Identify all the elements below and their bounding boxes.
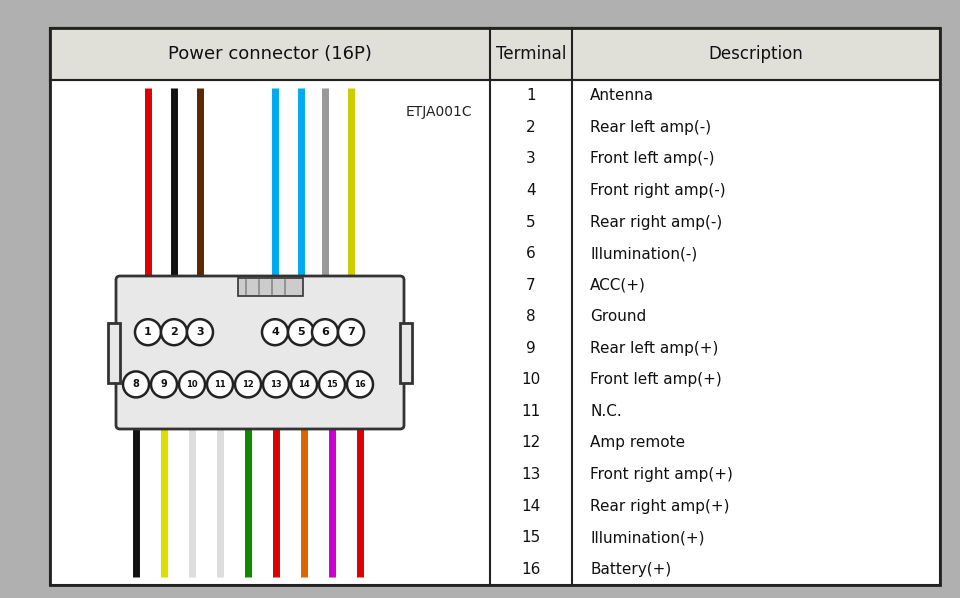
Text: Antenna: Antenna bbox=[590, 89, 654, 103]
Circle shape bbox=[179, 371, 205, 398]
Text: Rear right amp(-): Rear right amp(-) bbox=[590, 215, 722, 230]
Bar bbox=[237, 278, 302, 296]
Text: 6: 6 bbox=[526, 246, 536, 261]
Text: 1: 1 bbox=[526, 89, 536, 103]
Text: 7: 7 bbox=[526, 277, 536, 292]
Text: 11: 11 bbox=[521, 404, 540, 419]
Text: 2: 2 bbox=[526, 120, 536, 135]
Circle shape bbox=[312, 319, 338, 345]
Text: Amp remote: Amp remote bbox=[590, 435, 685, 450]
Text: 12: 12 bbox=[242, 380, 253, 389]
Circle shape bbox=[207, 371, 233, 398]
Bar bbox=[50, 28, 940, 80]
Text: 4: 4 bbox=[271, 327, 279, 337]
Bar bbox=[108, 322, 120, 383]
Text: 13: 13 bbox=[270, 380, 282, 389]
Circle shape bbox=[187, 319, 213, 345]
Text: Ground: Ground bbox=[590, 309, 646, 324]
Text: 9: 9 bbox=[160, 379, 167, 389]
Text: 5: 5 bbox=[526, 215, 536, 230]
Text: Front left amp(-): Front left amp(-) bbox=[590, 151, 714, 166]
Text: 9: 9 bbox=[526, 341, 536, 356]
Bar bbox=[400, 322, 412, 383]
Text: Rear left amp(-): Rear left amp(-) bbox=[590, 120, 711, 135]
Circle shape bbox=[319, 371, 345, 398]
Text: 14: 14 bbox=[521, 499, 540, 514]
Text: 10: 10 bbox=[186, 380, 198, 389]
Text: 8: 8 bbox=[526, 309, 536, 324]
Text: Illumination(-): Illumination(-) bbox=[590, 246, 697, 261]
Circle shape bbox=[151, 371, 177, 398]
Text: ETJA001C: ETJA001C bbox=[405, 105, 472, 119]
Text: Illumination(+): Illumination(+) bbox=[590, 530, 705, 545]
Text: 12: 12 bbox=[521, 435, 540, 450]
Text: Front left amp(+): Front left amp(+) bbox=[590, 373, 722, 388]
Text: 13: 13 bbox=[521, 467, 540, 482]
Text: 11: 11 bbox=[214, 380, 226, 389]
Text: 1: 1 bbox=[144, 327, 152, 337]
Text: 3: 3 bbox=[526, 151, 536, 166]
Text: ACC(+): ACC(+) bbox=[590, 277, 646, 292]
Text: 8: 8 bbox=[132, 379, 139, 389]
Text: 15: 15 bbox=[326, 380, 338, 389]
Circle shape bbox=[262, 319, 288, 345]
Circle shape bbox=[338, 319, 364, 345]
Text: Front right amp(+): Front right amp(+) bbox=[590, 467, 732, 482]
FancyBboxPatch shape bbox=[116, 276, 404, 429]
Text: 16: 16 bbox=[354, 380, 366, 389]
Circle shape bbox=[291, 371, 317, 398]
Circle shape bbox=[263, 371, 289, 398]
Text: Rear left amp(+): Rear left amp(+) bbox=[590, 341, 718, 356]
Text: 14: 14 bbox=[299, 380, 310, 389]
Circle shape bbox=[288, 319, 314, 345]
Text: 5: 5 bbox=[298, 327, 305, 337]
Text: Rear right amp(+): Rear right amp(+) bbox=[590, 499, 730, 514]
Text: 3: 3 bbox=[196, 327, 204, 337]
Circle shape bbox=[235, 371, 261, 398]
Text: Power connector (16P): Power connector (16P) bbox=[168, 45, 372, 63]
Circle shape bbox=[135, 319, 161, 345]
Text: 2: 2 bbox=[170, 327, 178, 337]
Text: N.C.: N.C. bbox=[590, 404, 622, 419]
Text: Battery(+): Battery(+) bbox=[590, 562, 671, 576]
Circle shape bbox=[347, 371, 373, 398]
Text: 16: 16 bbox=[521, 562, 540, 576]
Text: 7: 7 bbox=[348, 327, 355, 337]
Circle shape bbox=[123, 371, 149, 398]
Text: 4: 4 bbox=[526, 183, 536, 198]
Text: 10: 10 bbox=[521, 373, 540, 388]
Text: Front right amp(-): Front right amp(-) bbox=[590, 183, 726, 198]
Text: 15: 15 bbox=[521, 530, 540, 545]
Circle shape bbox=[161, 319, 187, 345]
Text: Description: Description bbox=[708, 45, 804, 63]
Text: 6: 6 bbox=[321, 327, 329, 337]
Text: Terminal: Terminal bbox=[495, 45, 566, 63]
